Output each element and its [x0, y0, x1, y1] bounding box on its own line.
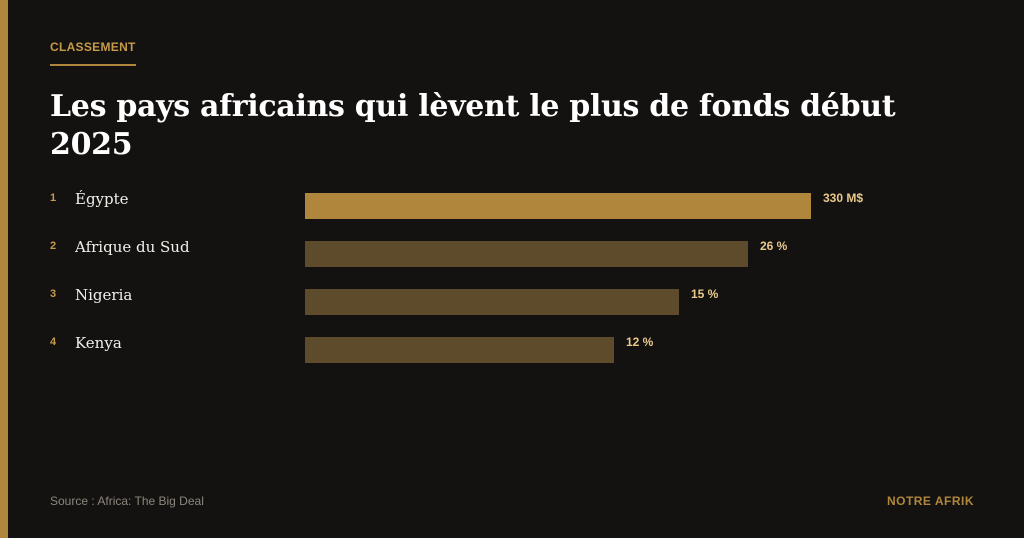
brand-logo: NOTRE AFRIK — [886, 494, 974, 508]
source-note: Source : Africa: The Big Deal — [50, 494, 204, 508]
chart-row: 2 Afrique du Sud 26 % — [0, 238, 1024, 268]
rank-label: 3 — [50, 288, 57, 300]
value-label: 330 M$ — [823, 191, 864, 205]
category-label: Kenya — [75, 334, 122, 352]
chart-row: 1 Égypte 330 M$ — [0, 190, 1024, 220]
chart-row: 3 Nigeria 15 % — [0, 286, 1024, 316]
section-kicker: CLASSEMENT — [50, 40, 136, 66]
rank-label: 4 — [50, 336, 57, 348]
bar — [305, 337, 614, 363]
category-label: Nigeria — [75, 286, 133, 304]
chart-title: Les pays africains qui lèvent le plus de… — [50, 89, 896, 162]
rank-label: 1 — [50, 192, 57, 204]
chart-row: 4 Kenya 12 % — [0, 334, 1024, 364]
value-label: 26 % — [760, 239, 788, 253]
accent-bar — [0, 0, 8, 538]
category-label: Afrique du Sud — [75, 238, 190, 256]
bar — [305, 241, 748, 267]
bar — [305, 289, 679, 315]
bar — [305, 193, 811, 219]
category-label: Égypte — [75, 190, 129, 208]
rank-label: 2 — [50, 240, 57, 252]
value-label: 15 % — [691, 287, 719, 301]
value-label: 12 % — [626, 335, 654, 349]
